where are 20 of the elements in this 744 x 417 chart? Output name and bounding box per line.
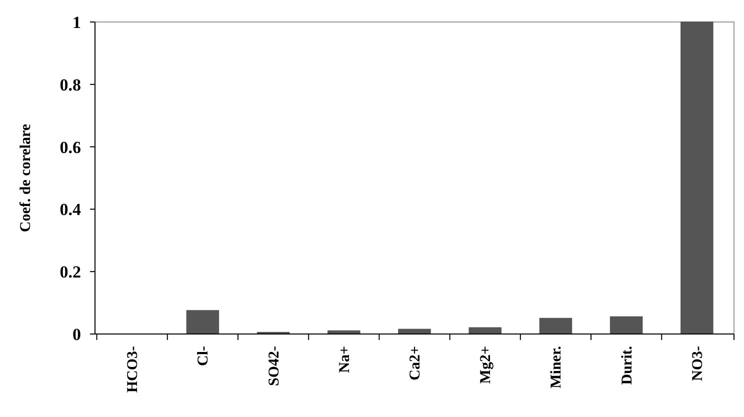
- y-tick-label: 0.4: [60, 200, 82, 220]
- x-tick-label: Miner.: [548, 346, 565, 388]
- y-tick-label: 0: [72, 324, 81, 344]
- y-axis-title: Coef. de corelare: [18, 124, 34, 232]
- x-tick-label: HCO3-: [125, 346, 142, 393]
- y-tick-label: 0.2: [60, 262, 81, 282]
- x-tick-label: Ca2+: [408, 346, 424, 380]
- y-tick-label: 1: [72, 12, 81, 32]
- x-tick-label: Cl-: [196, 346, 212, 366]
- bar: [186, 310, 220, 334]
- y-tick-label: 0.6: [60, 138, 81, 157]
- bar: [680, 22, 714, 334]
- y-tick-label: 0.8: [60, 75, 81, 94]
- x-tick-label: Na+: [336, 346, 353, 373]
- bar: [610, 316, 643, 334]
- bar: [539, 318, 572, 334]
- x-tick-label: NO3-: [690, 346, 706, 381]
- x-tick-label: Mg2+: [478, 346, 494, 384]
- x-tick-label: Durit.: [619, 346, 636, 385]
- x-tick-label: SO42-: [266, 346, 282, 386]
